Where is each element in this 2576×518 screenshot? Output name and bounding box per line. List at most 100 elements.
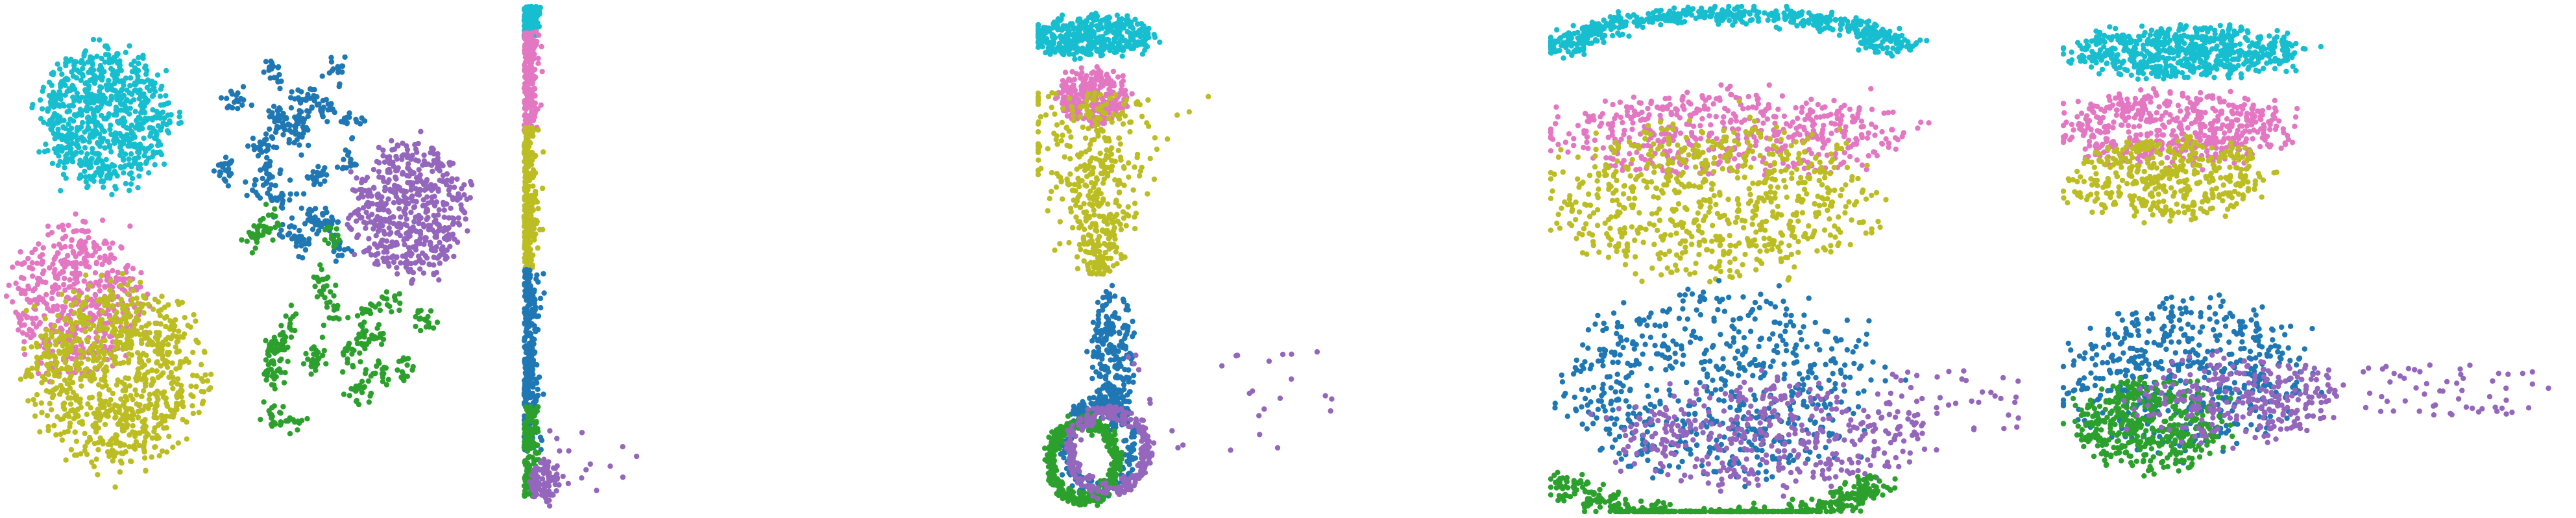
scatter-point-blue xyxy=(274,197,280,203)
scatter-point-cyan xyxy=(135,77,141,83)
scatter-point-purple xyxy=(556,482,562,488)
scatter-point-green xyxy=(325,274,331,280)
scatter-panel-3 xyxy=(1032,0,1544,518)
scatter-point-olive xyxy=(532,217,538,223)
scatter-point-pink xyxy=(69,237,75,243)
scatter-point-purple xyxy=(376,174,382,180)
scatter-point-green xyxy=(396,307,402,314)
scatter-point-olive xyxy=(173,403,180,409)
scatter-point-cyan xyxy=(1077,55,1083,62)
scatter-point-olive xyxy=(91,441,98,447)
scatter-point-olive xyxy=(49,379,55,385)
scatter-point-purple xyxy=(531,488,537,494)
scatter-point-olive xyxy=(128,301,135,307)
scatter-point-purple xyxy=(360,194,366,200)
scatter-point-purple xyxy=(430,146,436,153)
scatter-point-olive xyxy=(18,376,24,382)
scatter-point-cyan xyxy=(119,95,125,102)
scatter-point-olive xyxy=(46,343,52,349)
scatter-point-olive xyxy=(149,454,154,460)
scatter-point-olive xyxy=(72,395,78,401)
scatter-point-purple xyxy=(374,158,380,165)
scatter-point-pink xyxy=(62,233,69,240)
scatter-point-olive xyxy=(128,393,134,399)
scatter-point-purple xyxy=(395,143,401,149)
scatter-point-olive xyxy=(106,402,112,408)
scatter-point-cyan xyxy=(90,36,97,43)
scatter-point-olive xyxy=(107,351,113,356)
scatter-point-pink xyxy=(532,100,538,106)
scatter-point-purple xyxy=(431,262,437,268)
scatter-point-pink xyxy=(82,246,88,253)
scatter-point-pink xyxy=(523,72,529,78)
scatter-point-purple xyxy=(406,161,411,167)
scatter-point-green xyxy=(346,340,352,347)
scatter-point-pink xyxy=(29,266,36,272)
scatter-point-purple xyxy=(362,188,368,194)
scatter-point-olive xyxy=(135,350,141,356)
scatter-point-blue xyxy=(529,366,536,373)
scatter-point-pink xyxy=(6,282,12,288)
scatter-point-cyan xyxy=(121,101,127,106)
scatter-point-blue xyxy=(225,105,230,111)
scatter-point-cyan xyxy=(66,103,72,109)
scatter-point-olive xyxy=(524,232,530,238)
scatter-point-purple xyxy=(463,216,468,222)
scatter-point-pink xyxy=(102,257,108,264)
scatter-point-olive xyxy=(81,321,87,327)
scatter-point-blue xyxy=(249,102,254,108)
scatter-point-green xyxy=(359,306,365,312)
scatter-point-cyan xyxy=(69,69,75,75)
scatter-point-olive xyxy=(43,332,49,338)
scatter-point-olive xyxy=(60,355,67,361)
scatter-point-purple xyxy=(442,225,448,231)
scatter-point-pink xyxy=(535,55,541,62)
scatter-point-purple xyxy=(371,167,377,173)
scatter-point-olive xyxy=(132,387,138,393)
scatter-point-olive xyxy=(522,125,528,131)
scatter-point-green xyxy=(304,415,310,422)
scatter-point-olive xyxy=(60,404,67,410)
scatter-point-olive xyxy=(141,362,147,368)
scatter-point-olive xyxy=(112,484,118,490)
scatter-point-olive xyxy=(158,373,164,378)
scatter-point-olive xyxy=(522,130,528,136)
scatter-point-olive xyxy=(541,149,546,155)
scatter-point-green xyxy=(528,404,534,410)
scatter-point-cyan xyxy=(64,159,70,165)
scatter-point-olive xyxy=(45,423,51,430)
scatter-point-green xyxy=(361,384,367,390)
scatter-point-pink xyxy=(30,288,36,293)
scatter-point-olive xyxy=(82,443,88,449)
scatter-point-olive xyxy=(112,315,118,321)
scatter-point-olive xyxy=(67,385,73,391)
scatter-point-blue xyxy=(243,179,249,185)
scatter-point-cyan xyxy=(1152,34,1158,40)
scatter-point-cyan xyxy=(136,55,141,61)
scatter-point-cyan xyxy=(158,127,164,133)
scatter-point-green xyxy=(417,328,424,334)
scatter-point-cyan xyxy=(81,137,88,143)
scatter-point-cyan xyxy=(106,60,112,66)
scatter-point-purple xyxy=(435,228,442,234)
scatter-point-green xyxy=(272,224,278,230)
scatter-point-green xyxy=(385,376,391,382)
scatter-point-pink xyxy=(14,260,21,266)
scatter-point-cyan xyxy=(120,157,127,163)
scatter-point-blue xyxy=(312,206,319,212)
scatter-point-olive xyxy=(163,358,169,364)
scatter-point-cyan xyxy=(163,68,169,74)
scatter-point-olive xyxy=(189,373,196,378)
scatter-point-olive xyxy=(170,414,176,420)
scatter-point-cyan xyxy=(147,133,153,139)
scatter-point-olive xyxy=(68,447,75,452)
scatter-point-purple xyxy=(414,179,420,185)
scatter-point-cyan xyxy=(164,121,169,128)
scatter-point-olive xyxy=(130,423,136,429)
scatter-point-green xyxy=(309,364,315,369)
scatter-point-blue xyxy=(306,142,311,149)
scatter-point-green xyxy=(396,358,402,364)
scatter-point-green xyxy=(368,301,374,307)
scatter-point-green xyxy=(370,371,376,376)
scatter-point-pink xyxy=(108,252,114,258)
